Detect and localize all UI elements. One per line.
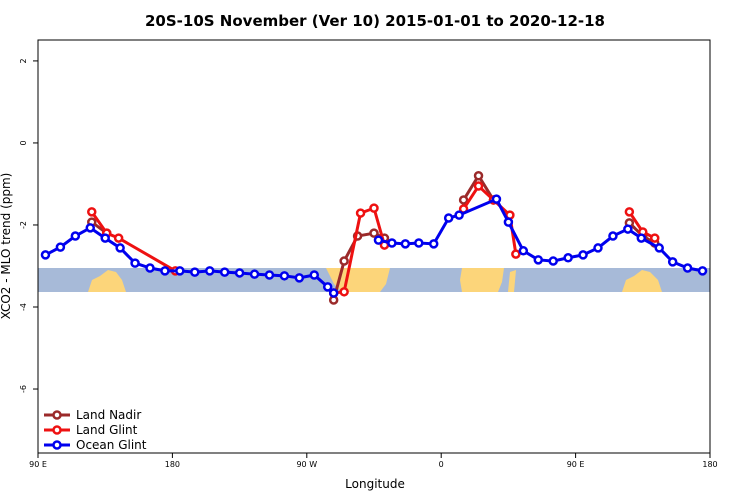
data-point [40,250,51,260]
land-patch [88,270,126,292]
plot-layer [40,171,708,305]
x-axis-label: Longitude [345,477,405,491]
data-point [503,217,514,227]
chart-title: 20S-10S November (Ver 10) 2015-01-01 to … [145,12,605,30]
y-tick-label: -2 [19,221,28,229]
x-tick-label: 90 E [29,460,47,469]
data-point [667,257,678,267]
data-point [511,249,521,259]
data-point [624,207,635,217]
data-point [190,267,200,277]
data-point [249,269,260,279]
data-point [373,235,384,245]
legend-label: Land Glint [76,423,138,437]
data-point [491,194,502,204]
legend-label: Land Nadir [76,408,141,422]
data-point [175,266,185,276]
land-patch [622,270,662,292]
data-point [160,266,170,276]
data-point [400,239,411,249]
data-point [636,233,647,243]
data-point [309,270,320,280]
data-point [234,268,245,278]
x-tick-label: 0 [439,460,444,469]
y-tick-label: 0 [19,140,28,145]
data-point [130,258,140,268]
legend-marker [52,425,62,435]
data-point [428,239,439,249]
data-point [369,228,379,238]
map-band [38,268,710,292]
data-point [548,256,558,266]
data-point [578,250,588,260]
data-point [85,223,96,233]
y-tick-label: -6 [19,385,28,393]
x-tick-label: 180 [165,460,180,469]
data-point [322,282,333,292]
data-point [654,243,664,253]
legend-label: Ocean Glint [76,438,147,452]
data-point [608,231,618,241]
data-point [219,267,230,277]
data-point [623,224,633,234]
data-point [355,208,366,218]
data-point [697,266,708,276]
data-point [414,238,424,248]
data-point [682,263,693,273]
data-point [145,263,155,273]
x-tick-label: 90 E [567,460,585,469]
y-tick-label: -4 [19,303,28,311]
data-point [279,271,290,281]
data-point [339,287,349,297]
data-point [593,243,603,253]
data-point [294,273,305,283]
data-point [649,233,660,243]
data-point [473,171,484,181]
data-point [328,288,339,298]
legend-marker [52,410,62,420]
data-point [113,233,124,243]
y-axis-label: XCO2 - MLO trend (ppm) [0,173,13,320]
data-point [115,243,125,253]
y-tick-label: 2 [19,58,28,63]
data-point [369,203,379,213]
plot-frame [37,39,711,454]
data-point [55,242,66,252]
data-point [387,238,397,248]
data-point [563,253,573,263]
data-point [264,270,275,280]
data-point [518,246,529,256]
data-point [70,231,81,241]
data-point [87,207,97,217]
x-tick-label: 90 W [296,460,317,469]
data-point [454,210,464,220]
data-point [339,256,349,266]
data-point [458,195,469,205]
legend-marker [52,440,62,450]
x-tick-label: 180 [702,460,717,469]
data-point [443,213,454,223]
data-point [100,233,110,243]
land-patch [460,268,504,292]
data-point [473,181,484,191]
data-point [533,255,544,265]
data-point [204,266,215,276]
land-patch [508,270,516,292]
